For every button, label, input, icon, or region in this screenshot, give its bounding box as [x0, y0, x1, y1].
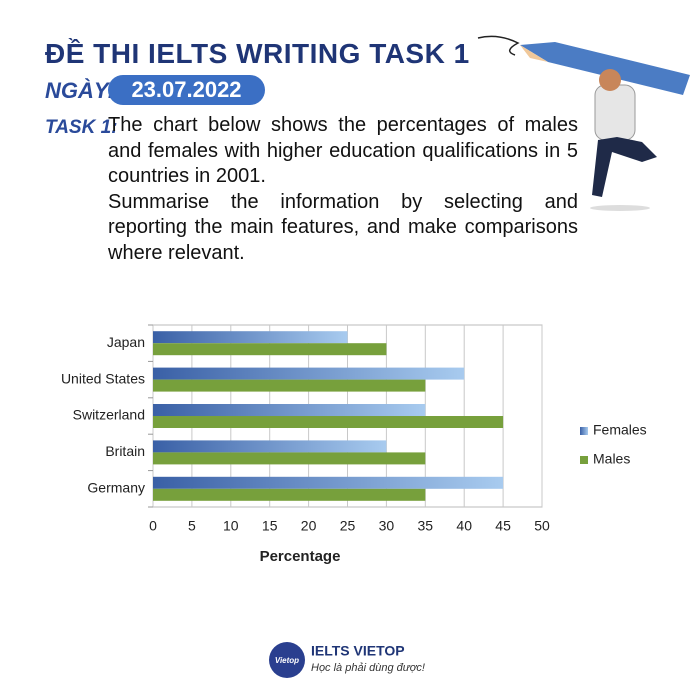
brand: IELTS VIETOP	[311, 643, 405, 659]
paragraph: Summarise the information by selecting a…	[108, 190, 578, 264]
logo-text: Vietop	[275, 656, 299, 665]
legend-swatch	[580, 456, 588, 464]
x-tick-label: 30	[379, 518, 395, 534]
bar	[153, 452, 426, 465]
x-tick-label: 15	[262, 518, 278, 534]
bar	[153, 440, 387, 453]
paragraph: The chart below shows the percentages of…	[108, 114, 578, 187]
x-tick-label: 35	[418, 518, 434, 534]
bar	[153, 343, 387, 356]
date-label: NGÀY:	[45, 78, 115, 103]
y-tick-label: United States	[61, 370, 145, 386]
x-tick-label: 20	[301, 518, 317, 534]
x-tick-label: 5	[188, 518, 196, 534]
x-tick-label: 0	[149, 518, 157, 534]
slogan: Học là phải dùng được!	[311, 662, 425, 674]
x-tick-label: 50	[534, 518, 550, 534]
task-text: The chart below shows the percentages of…	[108, 113, 578, 266]
logo	[269, 642, 305, 678]
bar	[153, 488, 426, 501]
y-tick-label: Germany	[87, 480, 145, 496]
legend-label: Females	[593, 422, 647, 438]
y-tick-label: Japan	[107, 334, 145, 350]
bar	[153, 404, 426, 416]
bar	[153, 367, 465, 380]
task-label: TASK 1:	[45, 117, 118, 138]
x-tick-label: 10	[223, 518, 239, 534]
x-tick-label: 45	[495, 518, 511, 534]
title: ĐỀ THI IELTS WRITING TASK 1	[45, 38, 470, 69]
y-tick-label: Switzerland	[73, 407, 145, 423]
bar	[153, 476, 504, 489]
x-axis-label: Percentage	[260, 548, 341, 565]
x-tick-label: 40	[456, 518, 472, 534]
illustration	[477, 35, 690, 211]
legend-swatch	[580, 427, 588, 435]
bar	[153, 379, 426, 392]
bar	[153, 331, 348, 344]
date: 23.07.2022	[108, 75, 265, 105]
x-tick-label: 25	[340, 518, 356, 534]
bar	[153, 416, 504, 428]
y-tick-label: Britain	[105, 443, 145, 459]
legend-label: Males	[593, 451, 630, 467]
